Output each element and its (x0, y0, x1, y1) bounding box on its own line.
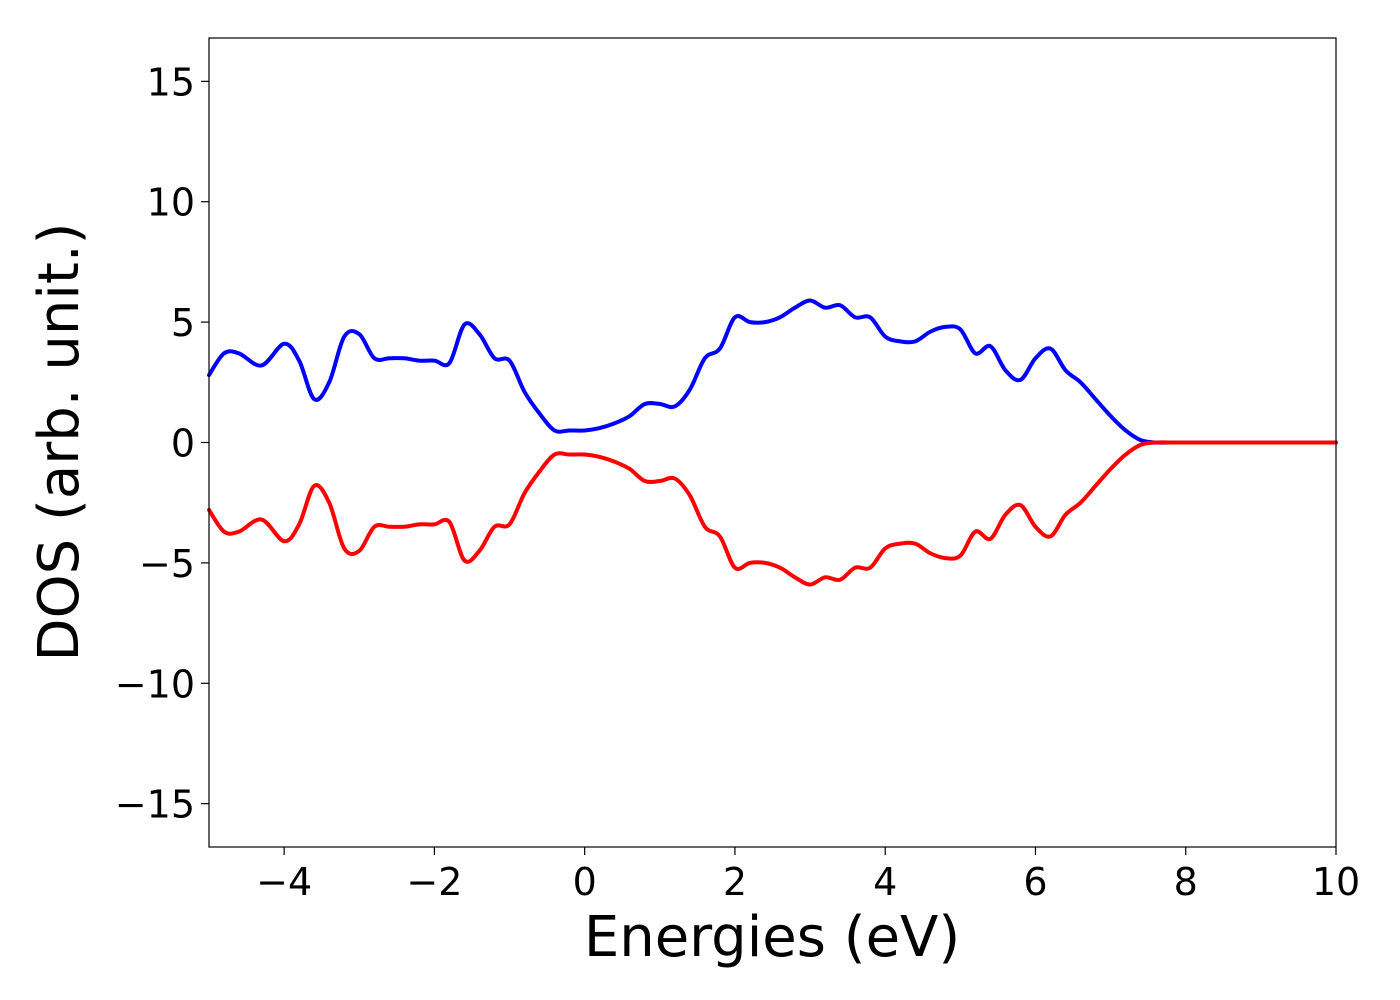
x-axis-label: Energies (eV) (584, 905, 960, 970)
series-line-blue (207, 298, 1338, 445)
y-tick-label: 15 (147, 60, 195, 104)
x-tick-label: −4 (256, 860, 312, 904)
series-line-red (207, 440, 1338, 587)
y-tick-label: 5 (171, 301, 195, 345)
x-tick-label: 6 (1023, 860, 1047, 904)
y-tick-label: 10 (147, 181, 195, 225)
series-layer (207, 298, 1338, 587)
y-tick-label: −5 (139, 542, 195, 586)
y-tick-label: −15 (115, 783, 195, 827)
x-tick-label: 8 (1174, 860, 1198, 904)
ticks-layer: −4 −2 0 2 4 6 8 10 15 10 5 0 −5 −10 −15 (115, 60, 1360, 904)
y-tick-label: 0 (171, 422, 195, 466)
x-tick-label: 10 (1312, 860, 1360, 904)
plot-frame (208, 37, 1337, 848)
x-tick-label: 0 (573, 860, 597, 904)
y-axis-label: DOS (arb. unit.) (27, 222, 92, 661)
y-tick-label: −10 (115, 662, 195, 706)
x-tick-label: −2 (406, 860, 462, 904)
x-tick-label: 4 (873, 860, 897, 904)
x-tick-label: 2 (723, 860, 747, 904)
